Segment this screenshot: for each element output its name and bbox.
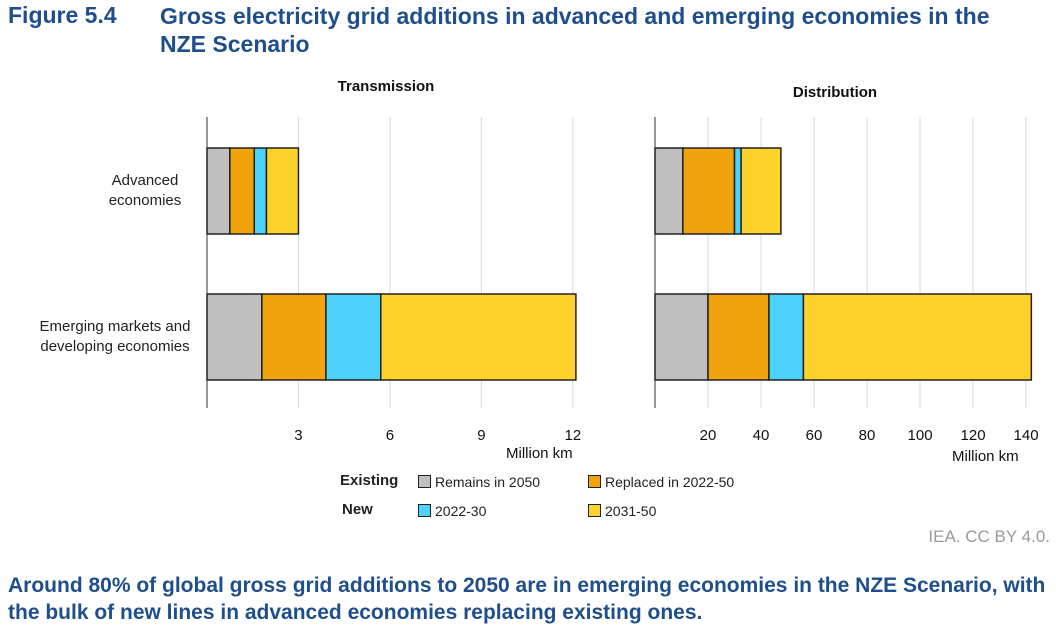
bar-transmission-advanced-replaced-in-2022-50 [229,147,256,235]
figure-title: Gross electricity grid additions in adva… [160,3,990,57]
bar-transmission-emerging-2031-50 [380,293,577,381]
legend-item-2031-50: 2031-50 [588,503,656,519]
panel-title-distribution: Distribution [792,84,878,101]
bar-transmission-emerging-remains-in-2050 [206,293,263,381]
category-label-advanced: Advanced economies [108,172,182,209]
legend-item-remains: Remains in 2050 [418,474,540,490]
bar-transmission-advanced-remains-in-2050 [206,147,231,235]
panel-title-transmission: Transmission [337,78,435,95]
legend-item-2022-30: 2022-30 [418,503,486,519]
legend-swatch-2022-30 [418,504,431,517]
bar-distribution-emerging-2031-50 [802,293,1033,381]
legend-swatch-replaced [588,475,601,488]
bar-transmission-advanced-2022-30 [253,147,268,235]
tick-label-transmission-6: 6 [386,427,394,444]
bar-distribution-advanced-2031-50 [740,147,782,235]
chart-area: 3 6 9 12 20 40 60 80 100 120 140 [206,117,1039,444]
bar-distribution-emerging-2022-30 [768,293,805,381]
bar-distribution-emerging-remains-in-2050 [654,293,709,381]
credit: IEA. CC BY 4.0. [928,527,1050,546]
caption: Around 80% of global gross grid addition… [8,574,1046,624]
tick-label-distribution-120: 120 [961,427,986,444]
legend-item-replaced: Replaced in 2022-50 [588,474,734,490]
figure-number: Figure 5.4 [8,2,117,28]
x-axis-unit-transmission: Million km [506,445,573,462]
bar-distribution-emerging-replaced-in-2022-50 [707,293,770,381]
tick-label-distribution-140: 140 [1014,427,1039,444]
tick-label-transmission-3: 3 [294,427,302,444]
bar-transmission-advanced-2031-50 [265,147,300,235]
tick-label-distribution-40: 40 [753,427,770,444]
bar-distribution-advanced-remains-in-2050 [654,147,684,235]
bar-transmission-emerging-2022-30 [325,293,382,381]
tick-label-distribution-100: 100 [908,427,933,444]
tick-label-transmission-9: 9 [477,427,485,444]
x-axis-unit-distribution: Million km [952,448,1019,465]
tick-label-distribution-20: 20 [700,427,717,444]
category-label-emerging: Emerging markets and developing economie… [39,318,191,355]
tick-label-distribution-60: 60 [806,427,823,444]
bar-transmission-emerging-replaced-in-2022-50 [261,293,327,381]
legend-label-remains: Remains in 2050 [435,474,541,490]
legend-label-2022-30: 2022-30 [435,503,487,519]
tick-label-distribution-80: 80 [859,427,876,444]
legend-label-2031-50: 2031-50 [605,503,657,519]
legend-swatch-2031-50 [588,504,601,517]
legend-new-heading: New [342,501,373,518]
legend-label-replaced: Replaced in 2022-50 [605,474,735,490]
tick-label-transmission-12: 12 [565,427,582,444]
legend-existing-heading: Existing [340,472,399,489]
bar-distribution-advanced-2022-30 [733,147,742,235]
legend-swatch-remains [418,475,431,488]
bar-distribution-advanced-replaced-in-2022-50 [682,147,736,235]
